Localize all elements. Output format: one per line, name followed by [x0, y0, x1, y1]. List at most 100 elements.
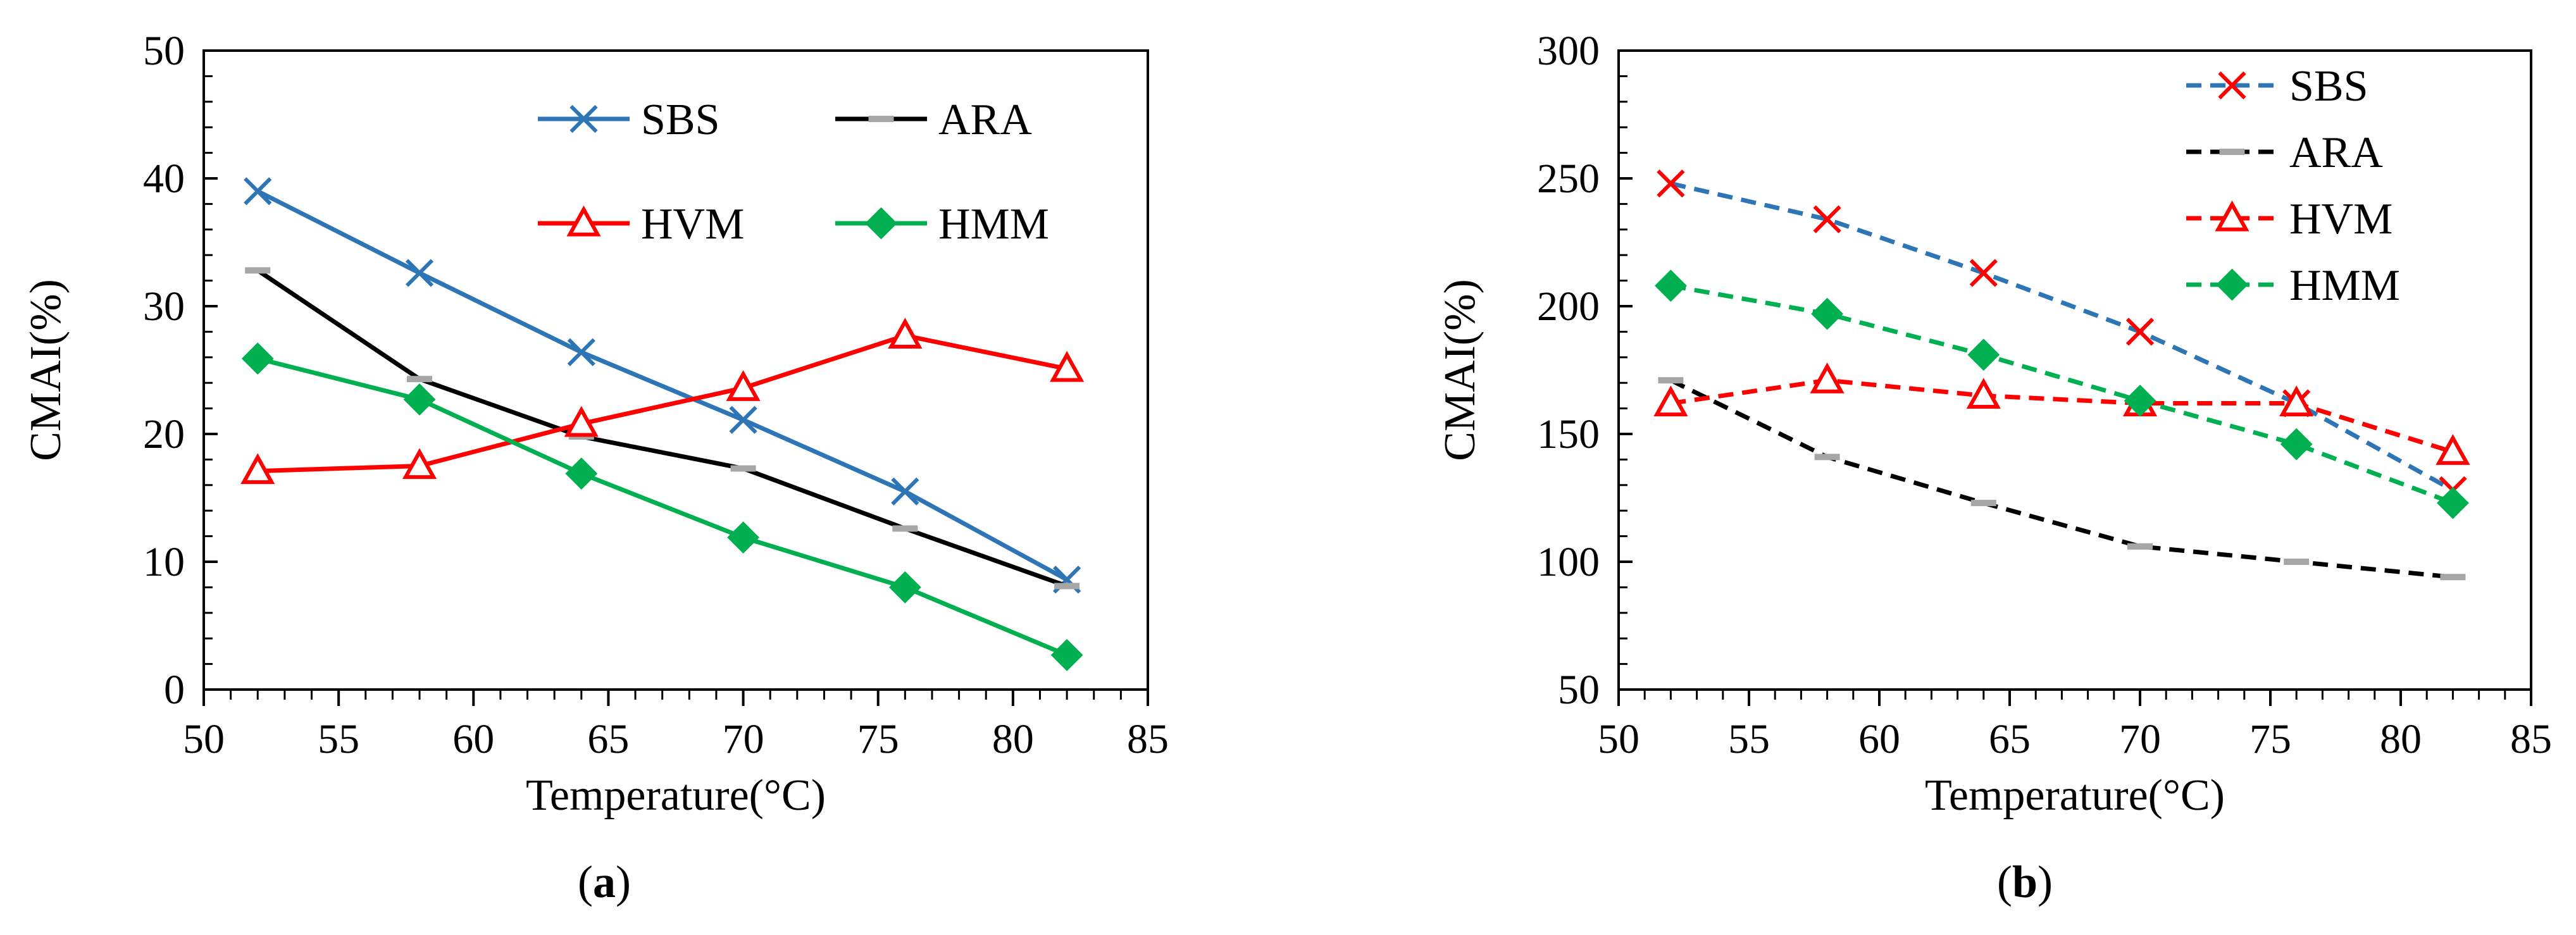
legend-marker-ara-a — [868, 116, 894, 122]
x-tick-label-b: 50 — [1598, 716, 1640, 762]
series-line-hmm-b — [1670, 283, 2454, 505]
y-axis-title-a: CMAI(%) — [22, 279, 70, 461]
panel-paren: ( — [578, 857, 593, 907]
data-point-hmm-b — [2436, 486, 2469, 519]
y-tick-label-a: 30 — [143, 283, 185, 330]
plot-frame-b — [1617, 49, 2532, 691]
x-tick-label-a: 55 — [318, 716, 359, 762]
x-tick-label-a: 65 — [587, 716, 629, 762]
data-point-sbs-a — [405, 259, 434, 287]
data-point-hmm-a — [403, 383, 436, 416]
data-point-hvm-a — [888, 318, 923, 349]
data-point-ara-b — [1658, 377, 1684, 384]
data-point-ara-b — [1970, 500, 1996, 507]
x-tick-label-b: 85 — [2510, 716, 2552, 762]
legend-marker-hmm-a — [865, 207, 897, 240]
series-line-sbs-b — [1670, 181, 2455, 492]
x-tick-label-a: 50 — [183, 716, 225, 762]
legend-marker-sbs-a — [569, 104, 598, 133]
x-tick-label-b: 70 — [2119, 716, 2161, 762]
x-axis-title-b: Temperature(°C) — [1925, 771, 2225, 820]
data-point-ara-a — [245, 267, 271, 274]
legend-label-hmm-b: HMM — [2289, 261, 2400, 310]
data-point-ara-b — [1814, 454, 1840, 461]
data-point-hmm-a — [888, 571, 921, 604]
data-point-hmm-a — [241, 342, 274, 375]
data-point-hmm-b — [2124, 385, 2156, 417]
panel-paren: ) — [616, 857, 631, 907]
y-axis-title-b: CMAI(%) — [1436, 279, 1484, 461]
data-point-hvm-b — [1810, 362, 1845, 393]
legend-marker-sbs-b — [2218, 71, 2246, 100]
data-point-hvm-b — [1653, 385, 1688, 417]
x-tick-label-b: 55 — [1728, 716, 1770, 762]
x-tick-label-a: 70 — [723, 716, 764, 762]
data-point-sbs-b — [1813, 205, 1841, 233]
legend-a: SBS ARA HVM HMM — [538, 96, 1049, 249]
panel-paren: ) — [2038, 857, 2053, 907]
chart-panel-a: 0 10 20 30 40 50 50 55 60 65 70 75 80 85 Temperature(°… — [22, 28, 1169, 907]
y-tick-label-b: 250 — [1537, 156, 1600, 202]
data-point-sbs-a — [729, 406, 757, 434]
legend-marker-hvm-a — [566, 205, 601, 237]
data-point-hmm-a — [565, 457, 598, 490]
data-point-sbs-b — [2125, 318, 2155, 346]
y-tick-label-a: 20 — [143, 411, 185, 457]
series-line-hvm-a — [258, 333, 1067, 474]
series-line-ara-b — [1669, 378, 2453, 579]
y-tick-label-b: 50 — [1558, 667, 1600, 713]
data-point-ara-a — [730, 465, 756, 472]
series-line-hmm-a — [257, 356, 1068, 657]
data-point-hvm-b — [2279, 385, 2314, 417]
data-point-hmm-b — [1811, 297, 1844, 330]
y-tick-label-a: 10 — [143, 539, 185, 585]
y-tick-label-b: 150 — [1537, 411, 1600, 457]
legend-marker-ara-b — [2219, 149, 2245, 155]
data-point-hvm-a — [1050, 350, 1085, 382]
x-tick-label-a: 75 — [857, 716, 899, 762]
data-point-sbs-b — [1657, 169, 1685, 198]
data-point-sbs-a — [244, 177, 272, 206]
data-point-hmm-a — [727, 521, 759, 554]
data-point-ara-b — [2440, 574, 2466, 581]
data-point-ara-a — [1054, 583, 1080, 590]
data-point-hvm-a — [240, 453, 275, 485]
data-point-hmm-a — [1050, 639, 1083, 671]
y-tick-label-b: 300 — [1537, 28, 1600, 74]
data-point-hvm-b — [1966, 378, 2001, 409]
panel-letter: a — [593, 857, 616, 907]
series-line-hvm-b — [1670, 378, 2454, 454]
x-tick-label-b: 65 — [1989, 716, 2031, 762]
legend-marker-hvm-b — [2215, 200, 2249, 232]
legend-label-ara-a: ARA — [938, 96, 1032, 144]
data-point-hvm-b — [2436, 434, 2470, 465]
data-point-sbs-a — [891, 477, 919, 506]
data-point-hmm-b — [1654, 269, 1687, 302]
data-point-sbs-a — [567, 338, 595, 366]
x-tick-label-a: 80 — [992, 716, 1034, 762]
plot-frame-a — [202, 49, 1149, 691]
data-point-hvm-a — [726, 370, 761, 401]
data-point-ara-a — [407, 376, 433, 383]
legend-label-hvm-a: HVM — [641, 200, 744, 249]
y-tick-label-a: 0 — [164, 667, 185, 713]
y-tick-label-b: 200 — [1537, 283, 1600, 330]
data-point-ara-a — [892, 525, 918, 532]
panel-paren: ( — [1997, 857, 2012, 907]
x-tick-label-b: 80 — [2380, 716, 2422, 762]
y-tick-label-a: 40 — [143, 156, 185, 202]
legend-label-sbs-b: SBS — [2289, 62, 2368, 111]
data-point-hmm-b — [2280, 428, 2313, 461]
legend-label-hmm-a: HMM — [938, 200, 1049, 249]
x-tick-label-a: 60 — [452, 716, 494, 762]
series-line-sbs-a — [256, 189, 1068, 582]
data-point-hvm-a — [564, 406, 599, 437]
panel-caption-a: (a) — [578, 857, 631, 907]
x-tick-label-a: 85 — [1127, 716, 1169, 762]
data-point-ara-b — [2127, 543, 2153, 550]
legend-label-hvm-b: HVM — [2289, 195, 2392, 244]
x-axis-title-a: Temperature(°C) — [526, 771, 826, 820]
panel-caption-b: (b) — [1997, 857, 2053, 907]
data-point-sbs-b — [1969, 259, 1998, 287]
